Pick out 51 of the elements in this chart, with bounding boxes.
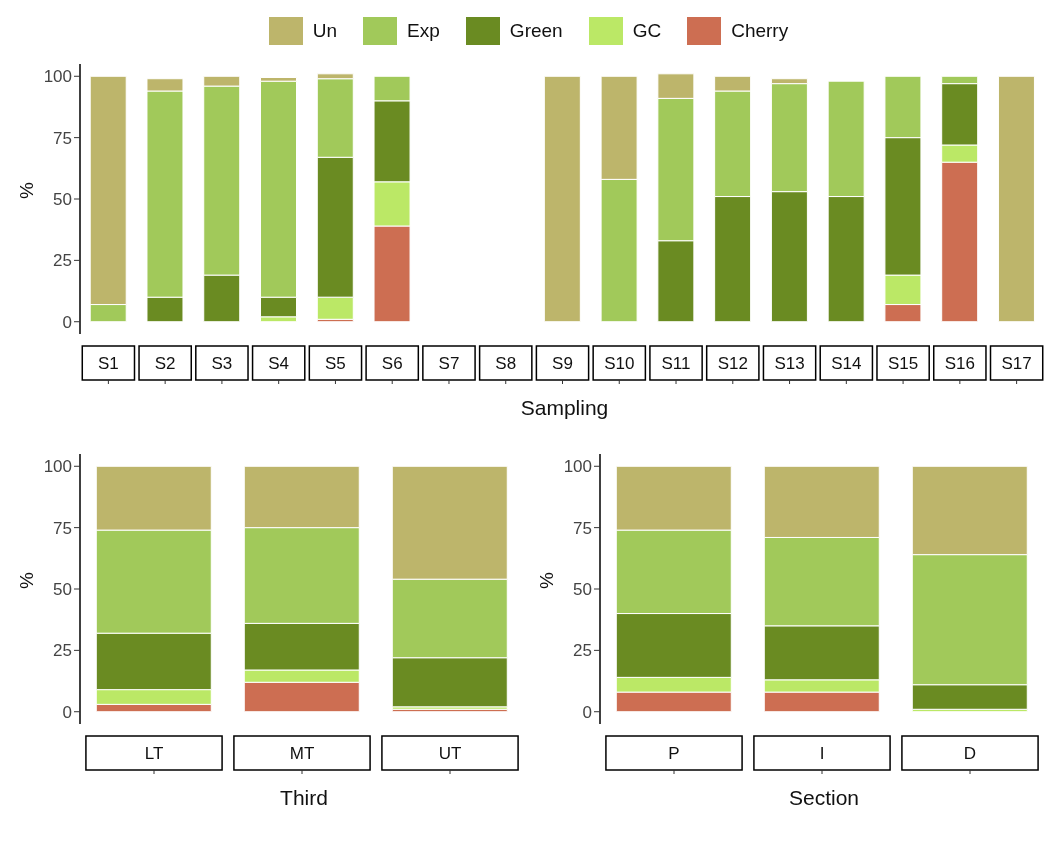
y-tick-label: 0 [582, 702, 592, 722]
y-axis-title: % [15, 572, 37, 589]
y-tick-label: 50 [53, 580, 72, 600]
y-tick-label: 100 [43, 67, 72, 87]
y-tick-label: 50 [53, 190, 72, 210]
legend-label: GC [632, 20, 662, 42]
legend-label: Un [312, 20, 338, 42]
x-tick-label: S4 [268, 354, 290, 373]
x-tick-label: S11 [661, 354, 691, 373]
x-tick-label: S6 [381, 354, 403, 373]
x-tick-label: S14 [831, 354, 862, 373]
x-axis-title: Sampling [519, 396, 610, 420]
x-tick-label: S5 [325, 354, 346, 373]
x-tick-label: S9 [552, 354, 573, 373]
x-tick-label: S17 [1001, 354, 1032, 373]
y-tick-label: 50 [573, 580, 592, 600]
x-tick-label: S3 [211, 354, 233, 373]
legend-label: Exp [407, 20, 440, 42]
y-tick-label: 25 [53, 641, 72, 661]
x-tick-label: S7 [438, 354, 460, 373]
y-tick-label: 75 [53, 128, 72, 148]
x-tick-label: S13 [774, 354, 805, 373]
x-tick-label: UT [438, 744, 462, 763]
x-tick-label: MT [289, 744, 315, 763]
legend-label: Green [509, 20, 563, 42]
x-tick-label: S12 [717, 354, 748, 373]
y-tick-label: 25 [53, 251, 72, 271]
y-tick-label: 0 [62, 312, 72, 332]
y-tick-label: 75 [573, 518, 592, 538]
y-tick-label: 100 [563, 457, 592, 477]
bar [997, 75, 1035, 323]
x-tick-label: S10 [604, 354, 635, 373]
x-tick-label: S16 [944, 354, 975, 373]
x-tick-label: D [963, 744, 977, 763]
y-tick-label: 25 [573, 641, 592, 661]
y-tick-label: 0 [62, 702, 72, 722]
x-tick-label: S15 [887, 354, 919, 373]
x-tick-label: S1 [97, 354, 119, 373]
x-tick-label: LT [144, 744, 164, 763]
x-tick-label: P [668, 744, 680, 763]
x-tick-label: I [819, 744, 825, 763]
x-tick-label: S2 [154, 354, 176, 373]
x-axis-title: Section [787, 786, 860, 810]
x-axis-title: Third [279, 786, 329, 810]
x-tick-label: S8 [495, 354, 517, 373]
bar [543, 75, 581, 323]
y-tick-label: 75 [53, 518, 72, 538]
legend-label: Cherry [731, 20, 789, 42]
y-tick-label: 100 [43, 457, 72, 477]
y-axis-title: % [15, 182, 37, 199]
y-axis-title: % [535, 572, 557, 589]
